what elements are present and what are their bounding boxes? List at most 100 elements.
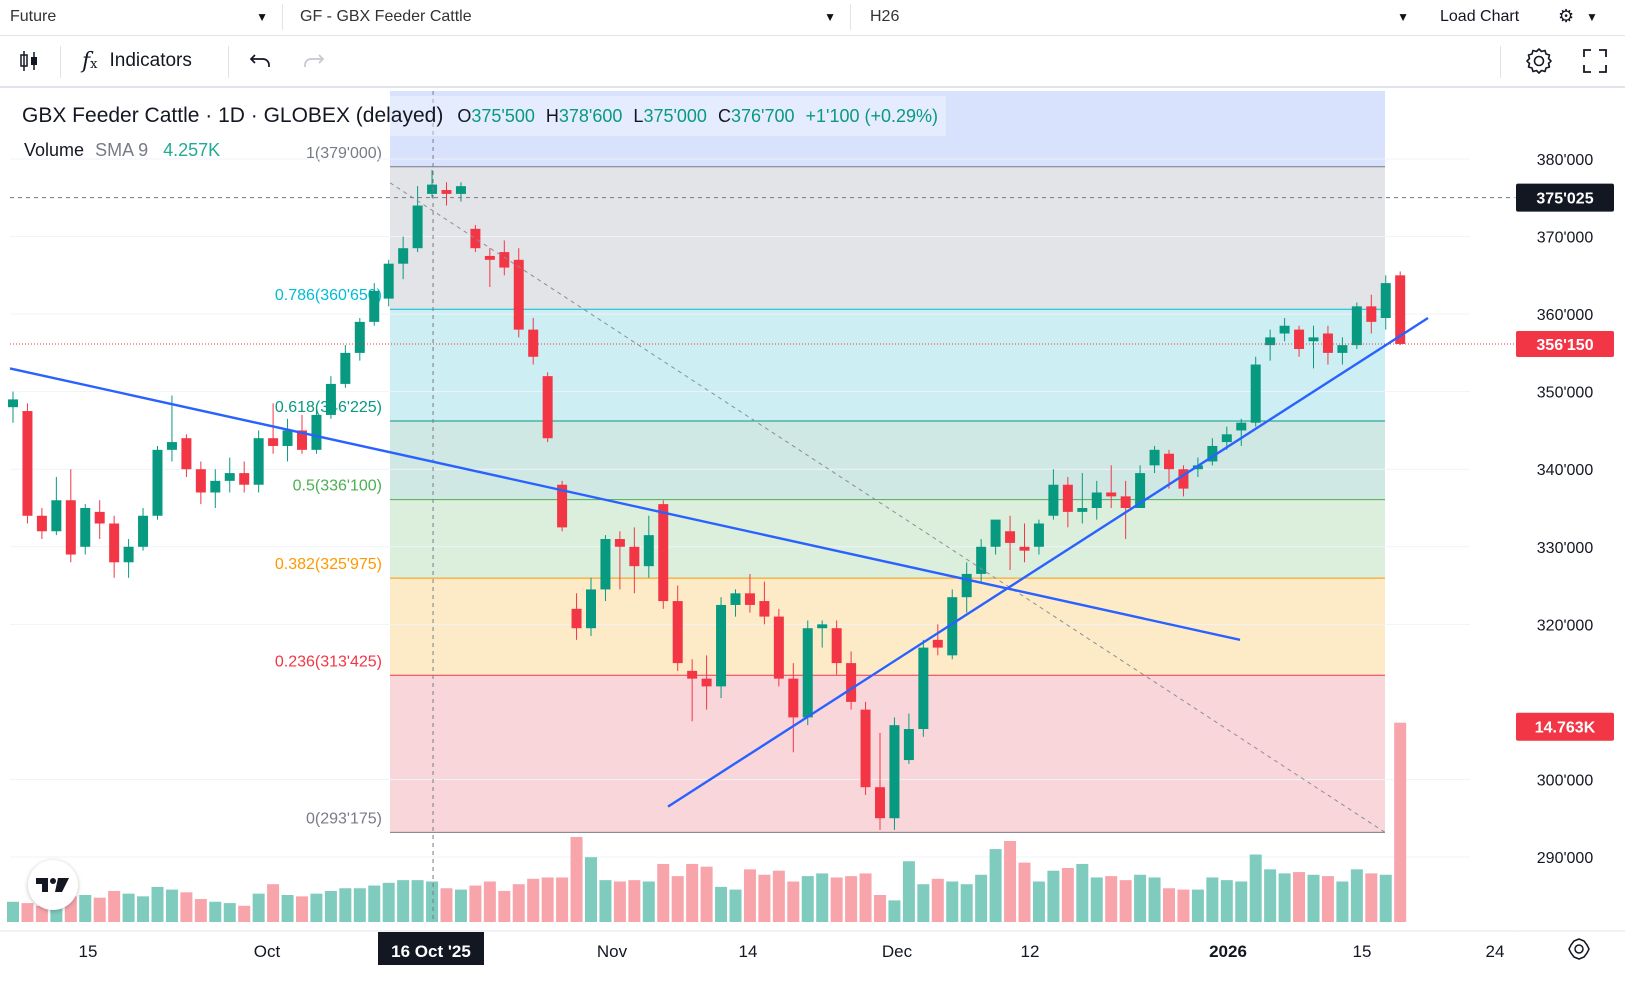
candle-body — [123, 546, 134, 563]
candle-body — [773, 616, 784, 679]
candle-body — [701, 678, 712, 687]
candles — [8, 169, 1406, 830]
volume-bar — [1365, 873, 1378, 922]
toolbar-divider — [60, 46, 61, 78]
volume-bar — [310, 893, 323, 922]
candle-body — [1294, 329, 1305, 350]
candle-body — [8, 399, 18, 408]
candle-body — [1149, 449, 1160, 466]
volume-bar — [527, 878, 540, 922]
volume-bar — [772, 870, 785, 922]
gear-icon: ⚙ — [1558, 6, 1575, 26]
candle-body — [94, 511, 105, 524]
volume-bar — [599, 880, 612, 922]
volume-bar — [35, 905, 48, 922]
type-select[interactable]: Future ▼ — [0, 4, 283, 30]
volume-bar — [498, 890, 511, 922]
candle-body — [195, 469, 206, 493]
volume-bar — [585, 857, 597, 922]
volume-bar — [1076, 863, 1089, 922]
time-tick-label: 24 — [1486, 942, 1505, 961]
candle-body — [1048, 484, 1059, 516]
type-select-value: Future — [10, 8, 57, 25]
volume-bar — [801, 876, 814, 922]
candle-body — [976, 546, 987, 574]
candle-body — [716, 604, 727, 687]
candle-body — [311, 414, 322, 450]
volume-bar — [1061, 868, 1074, 922]
volume-value-label: 14.763K — [1535, 720, 1596, 737]
volume-bar — [960, 884, 973, 922]
settings-button[interactable] — [1520, 44, 1558, 78]
candle-body — [282, 430, 293, 446]
volume-bar — [1163, 888, 1175, 922]
candle-body — [166, 442, 177, 450]
axis-settings-button[interactable] — [1566, 936, 1592, 962]
volume-bar — [223, 903, 236, 922]
time-tick-label: 2026 — [1209, 942, 1247, 961]
candle-body — [1164, 453, 1174, 470]
volume-bar — [454, 889, 467, 922]
price-tick-label: 290'000 — [1537, 850, 1594, 867]
tradingview-logo[interactable] — [28, 860, 78, 910]
indicators-button[interactable]: fx Indicators — [76, 44, 216, 78]
candle-body — [961, 573, 972, 598]
volume-bar — [1032, 881, 1045, 922]
symbol-select[interactable]: GF - GBX Feeder Cattle ▼ — [290, 4, 851, 30]
candle-body — [1322, 333, 1333, 353]
candle-body — [1236, 422, 1247, 431]
volume-bar — [7, 901, 19, 922]
candle-body — [138, 515, 149, 547]
chart-type-button[interactable] — [12, 44, 46, 78]
redo-button[interactable] — [298, 44, 330, 78]
candle-body — [398, 248, 409, 264]
volume-bar — [512, 884, 525, 922]
fx-icon: fx — [82, 48, 98, 74]
volume-bar — [1090, 877, 1103, 922]
volume-bar — [238, 905, 251, 922]
contract-select[interactable]: H26 ▼ — [860, 4, 1423, 30]
time-tick-label: 14 — [739, 942, 758, 961]
undo-button[interactable] — [244, 44, 276, 78]
volume-bar — [888, 900, 901, 922]
candle-body — [152, 449, 163, 516]
volume-bar — [671, 876, 684, 922]
candle-body — [354, 321, 365, 353]
fib-level-label: 0(293'175) — [306, 810, 382, 827]
volume-bar — [1119, 880, 1132, 922]
time-tick-label: 15 — [1353, 942, 1372, 961]
price-tick-label: 330'000 — [1537, 540, 1594, 557]
toolbar-divider — [1500, 46, 1501, 78]
volume-bar — [1148, 877, 1161, 922]
candle-body — [484, 255, 495, 260]
volume-bar — [469, 885, 482, 922]
candle-body — [875, 787, 885, 819]
load-chart-button[interactable]: Load Chart ⚙ ▼ — [1440, 3, 1622, 31]
price-chart[interactable]: 1(379'000)0.786(360'650)0.618(346'225)0.… — [0, 88, 1625, 988]
fullscreen-button[interactable] — [1576, 44, 1614, 78]
candle-body — [990, 519, 1001, 547]
candle-body — [1019, 546, 1030, 551]
price-tick-label: 350'000 — [1537, 385, 1594, 402]
time-tick-label: Oct — [254, 942, 281, 961]
open-value: 375'500 — [471, 105, 535, 126]
toolbar-divider — [228, 46, 229, 78]
volume-bar — [1235, 881, 1248, 922]
volume-legend[interactable]: Volume SMA 9 4.257K — [24, 140, 220, 161]
candle-body — [470, 228, 481, 249]
candle-body — [1062, 484, 1073, 512]
candle-body — [1077, 508, 1088, 512]
volume-bar — [353, 888, 366, 922]
load-chart-label: Load Chart — [1440, 8, 1520, 25]
fib-retracement[interactable]: 1(379'000)0.786(360'650)0.618(346'225)0.… — [275, 91, 1385, 833]
candle-body — [1178, 469, 1189, 489]
undo-icon — [249, 54, 270, 67]
indicators-label: Indicators — [109, 50, 192, 71]
volume-bar — [397, 880, 410, 922]
candle-body — [1366, 306, 1377, 322]
candle-body — [369, 290, 380, 322]
candle-body — [1250, 364, 1261, 423]
candle-body — [571, 608, 582, 629]
candle-body — [932, 639, 943, 648]
candle-body — [22, 411, 33, 516]
